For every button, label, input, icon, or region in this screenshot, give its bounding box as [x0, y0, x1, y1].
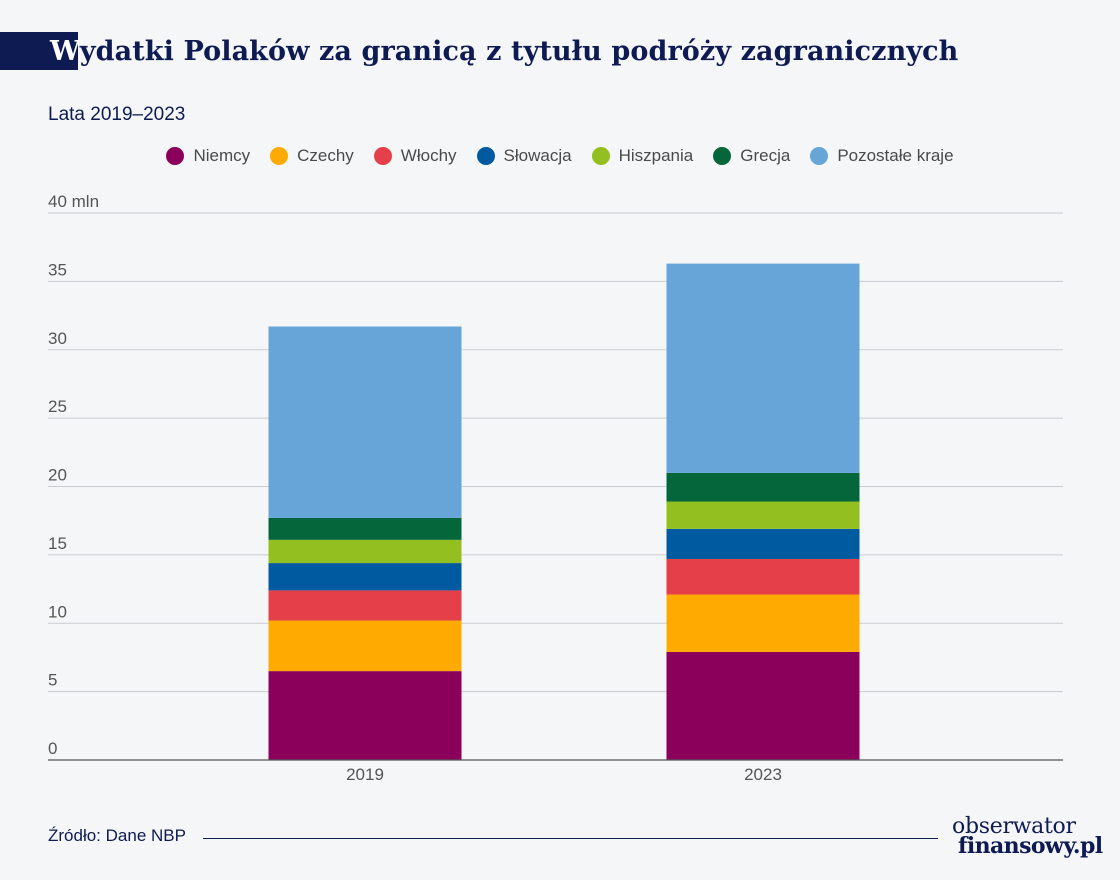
legend-item: Włochy — [373, 146, 457, 166]
logo-line-2: finansowy.pl — [958, 833, 1103, 859]
legend-item: Grecja — [713, 146, 790, 166]
chart-subtitle: Lata 2019–2023 — [48, 104, 186, 125]
chart-legend: Niemcy Czechy Włochy Słowacja Hiszpania Grecj… — [0, 146, 1120, 166]
legend-swatch — [476, 147, 495, 165]
bar-segment — [666, 594, 860, 652]
legend-label: Niemcy — [193, 146, 251, 165]
bar-segment — [268, 590, 462, 621]
legend-swatch — [270, 147, 289, 165]
legend-item: Czechy — [270, 146, 354, 166]
title-rest: ydatki Polaków za granicą z tytułu podró… — [79, 35, 959, 67]
footer-divider — [203, 838, 938, 839]
legend-item: Hiszpania — [591, 146, 694, 166]
title-block: Wydatki Polaków za granicą z tytułu podr… — [0, 32, 958, 70]
legend-item: Niemcy — [166, 146, 250, 166]
bar-segment — [666, 501, 860, 529]
legend-label: Czechy — [297, 146, 354, 165]
bar-segment — [666, 263, 860, 473]
legend-swatch — [810, 147, 829, 165]
bar-segment — [268, 539, 462, 564]
source-note: Źródło: Dane NBP — [48, 826, 186, 845]
y-tick-label: 0 — [48, 739, 57, 758]
legend-item: Słowacja — [476, 146, 572, 166]
y-tick-label: 10 — [48, 602, 67, 621]
legend-swatch — [166, 147, 185, 165]
legend-label: Hiszpania — [618, 146, 694, 165]
bar-segment — [666, 651, 860, 760]
bar-segment — [268, 326, 462, 518]
bar-segment — [268, 563, 462, 591]
legend-item: Pozostałe kraje — [810, 146, 954, 166]
bar-segment — [268, 517, 462, 540]
y-tick-label: 40 mln — [48, 192, 99, 211]
bar-segment — [268, 671, 462, 760]
legend-swatch — [373, 147, 392, 165]
title-accent-bar — [0, 32, 78, 70]
y-tick-label: 20 — [48, 466, 67, 485]
bar-segment — [666, 528, 860, 559]
legend-label: Włochy — [400, 146, 457, 165]
y-tick-label: 5 — [48, 671, 57, 690]
bar-segment — [666, 558, 860, 595]
x-tick-label: 2019 — [346, 765, 384, 784]
title-initial: W — [50, 35, 80, 67]
page-title: Wydatki Polaków za granicą z tytułu podr… — [50, 36, 958, 67]
legend-label: Pozostałe kraje — [837, 146, 954, 165]
y-tick-label: 25 — [48, 397, 67, 416]
y-tick-label: 35 — [48, 260, 67, 279]
y-tick-label: 30 — [48, 329, 67, 348]
logo-line-1: obserwator — [952, 814, 1076, 839]
legend-swatch — [713, 147, 732, 165]
legend-label: Grecja — [740, 146, 791, 165]
legend-swatch — [591, 147, 610, 165]
bar-segment — [666, 472, 860, 502]
legend-label: Słowacja — [503, 146, 572, 165]
chart-area: 0 5 10 15 20 25 30 35 40 mln 2019 2023 — [48, 192, 1063, 784]
bar-segment — [268, 620, 462, 672]
brand-logo: obserwator finansowy.pl — [952, 814, 1103, 864]
y-tick-label: 15 — [48, 534, 67, 553]
x-tick-label: 2023 — [744, 765, 782, 784]
